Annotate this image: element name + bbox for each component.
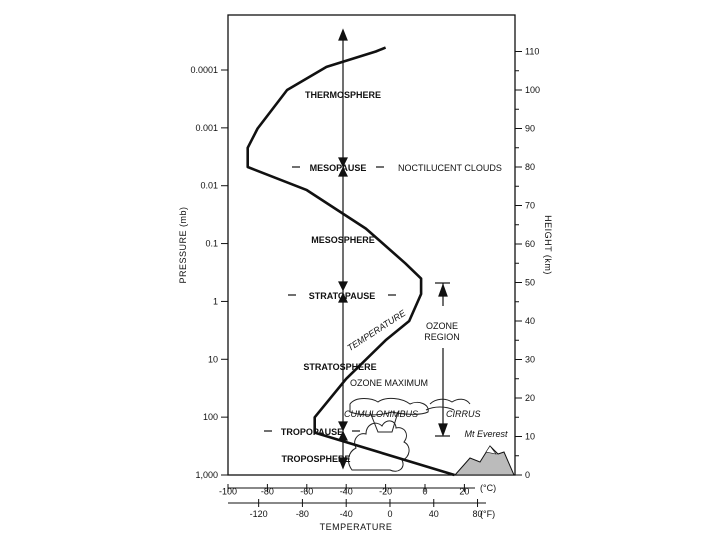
ozone-region-label-2: REGION bbox=[424, 332, 460, 342]
height-tick-label: 60 bbox=[525, 239, 535, 249]
celsius-tick-label: -20 bbox=[379, 486, 392, 496]
pressure-tick-label: 0.0001 bbox=[190, 65, 218, 75]
pressure-tick-label: 100 bbox=[203, 412, 218, 422]
height-tick-label: 40 bbox=[525, 316, 535, 326]
celsius-tick-label: 0 bbox=[422, 486, 427, 496]
noctilucent-clouds-label: NOCTILUCENT CLOUDS bbox=[398, 163, 502, 173]
pressure-tick-label: 0.01 bbox=[200, 181, 218, 191]
pressure-tick-label: 10 bbox=[208, 354, 218, 364]
layer-troposphere: TROPOSPHERE bbox=[281, 454, 350, 464]
celsius-tick-label: -40 bbox=[340, 486, 353, 496]
ozone-region-label-1: OZONE bbox=[426, 321, 458, 331]
layer-tropopause: TROPOPAUSE bbox=[281, 427, 343, 437]
ozone-region-bracket bbox=[435, 282, 450, 437]
height-tick-label: 10 bbox=[525, 432, 535, 442]
fahrenheit-tick-label: 0 bbox=[387, 509, 392, 519]
mt-everest-icon bbox=[453, 445, 515, 476]
height-tick-label: 90 bbox=[525, 124, 535, 134]
ozone-maximum-label: OZONE MAXIMUM bbox=[350, 378, 428, 388]
celsius-unit: (°C) bbox=[480, 483, 496, 493]
celsius-tick-label: -100 bbox=[219, 486, 237, 496]
height-axis: 0 10 20 30 40 50 60 70 80 90 100 110 bbox=[515, 47, 540, 480]
pressure-axis-title: PRESSURE (mb) bbox=[178, 206, 188, 283]
boundary-dashes bbox=[264, 166, 396, 432]
mt-everest-label: Mt Everest bbox=[464, 429, 508, 439]
plot-frame bbox=[227, 14, 516, 476]
fahrenheit-tick-label: -120 bbox=[250, 509, 268, 519]
fahrenheit-tick-label: 40 bbox=[429, 509, 439, 519]
cumulonimbus-label: CUMULONIMBUS bbox=[344, 409, 418, 419]
temperature-profile-line bbox=[246, 46, 455, 477]
height-tick-label: 70 bbox=[525, 201, 535, 211]
layer-thermosphere: THERMOSPHERE bbox=[305, 90, 381, 100]
pressure-tick-label: 1 bbox=[213, 296, 218, 306]
cirrus-cloud bbox=[425, 398, 471, 411]
cumulonimbus-cloud bbox=[348, 397, 429, 472]
pressure-tick-label: 0.001 bbox=[195, 123, 218, 133]
height-tick-label: 100 bbox=[525, 85, 540, 95]
height-axis-title: HEIGHT (km) bbox=[543, 215, 553, 275]
layer-stratopause: STRATOPAUSE bbox=[309, 291, 376, 301]
celsius-tick-label: -80 bbox=[261, 486, 274, 496]
height-tick-label: 50 bbox=[525, 278, 535, 288]
height-tick-label: 80 bbox=[525, 162, 535, 172]
layer-mesopause: MESOPAUSE bbox=[310, 163, 367, 173]
layer-stratosphere: STRATOSPHERE bbox=[303, 362, 376, 372]
height-tick-label: 20 bbox=[525, 393, 535, 403]
cirrus-label: CIRRUS bbox=[446, 409, 481, 419]
height-tick-label: 0 bbox=[525, 470, 530, 480]
height-tick-label: 30 bbox=[525, 355, 535, 365]
temperature-axis-title: TEMPERATURE bbox=[320, 522, 393, 532]
height-tick-label: 110 bbox=[525, 47, 539, 57]
pressure-tick-label: 1,000 bbox=[195, 470, 218, 480]
pressure-axis: 0.0001 0.001 0.01 0.1 1 10 100 1,000 bbox=[190, 65, 228, 480]
fahrenheit-unit: (°F) bbox=[480, 509, 495, 519]
celsius-tick-label: -60 bbox=[300, 486, 313, 496]
temperature-axis: -100 -80 -60 -40 -20 0 20 -120 -80 -40 0 40 80 bbox=[219, 484, 486, 519]
pressure-tick-label: 0.1 bbox=[205, 239, 218, 249]
fahrenheit-tick-label: -80 bbox=[296, 509, 309, 519]
fahrenheit-tick-label: 80 bbox=[473, 509, 483, 519]
celsius-tick-label: 20 bbox=[459, 486, 469, 496]
fahrenheit-tick-label: -40 bbox=[340, 509, 353, 519]
layer-arrow bbox=[338, 28, 348, 470]
layer-mesosphere: MESOSPHERE bbox=[311, 235, 375, 245]
